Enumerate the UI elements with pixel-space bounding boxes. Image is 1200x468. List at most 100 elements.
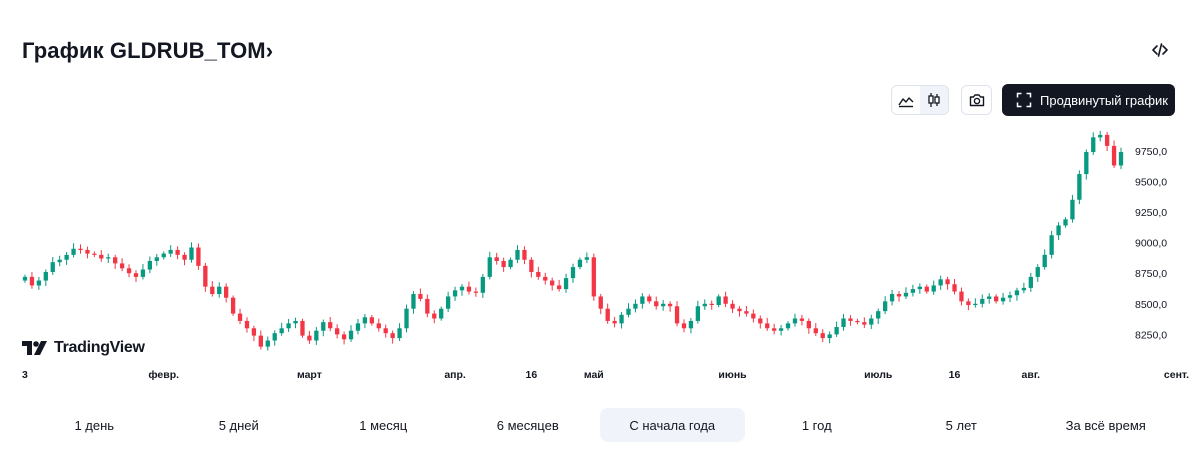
candle-body [335, 328, 340, 335]
advanced-chart-label: Продвинутый график [1040, 92, 1168, 108]
candle [71, 243, 76, 258]
candle-body [709, 303, 714, 306]
candle [376, 318, 381, 332]
candle [730, 300, 735, 314]
candle-body [348, 330, 354, 340]
candle-body [439, 308, 444, 319]
candle-body [189, 247, 194, 260]
candle [563, 273, 569, 293]
candle [452, 286, 458, 301]
candle-body [293, 320, 298, 324]
candle-body [22, 276, 28, 281]
candle [883, 296, 888, 315]
tradingview-logo-text: TradingView [54, 339, 145, 356]
candle-body [1056, 225, 1061, 236]
candle [237, 308, 243, 325]
y-tick-label: 9000,0 [1135, 238, 1167, 250]
candle [834, 321, 839, 337]
page-title-text: График GLDRUB_TOM [22, 38, 266, 63]
candle [293, 317, 298, 329]
candle [681, 319, 687, 333]
candle-body [154, 257, 159, 261]
period-button[interactable]: С начала года [600, 408, 745, 442]
candle-body [966, 301, 971, 306]
candle [688, 318, 694, 334]
candle [383, 324, 388, 338]
candle [425, 294, 430, 318]
candle [43, 269, 48, 287]
candle [758, 315, 763, 329]
screenshot-button[interactable] [961, 85, 992, 115]
candle-body [938, 279, 943, 286]
candle [224, 283, 229, 303]
candle-body [1014, 290, 1020, 296]
candle [772, 323, 777, 335]
period-button[interactable]: За всё время [1065, 417, 1146, 433]
candle [1049, 230, 1054, 259]
candle [355, 318, 361, 335]
candle-body [196, 247, 201, 266]
candle-body [1007, 295, 1013, 298]
candle [321, 319, 326, 337]
advanced-chart-button[interactable]: Продвинутый график [1002, 84, 1175, 116]
candle [841, 314, 846, 331]
period-button[interactable]: 5 дней [218, 417, 259, 433]
candle [931, 280, 936, 295]
candle [1014, 287, 1020, 301]
candle [619, 311, 624, 329]
candle [1098, 130, 1103, 142]
x-tick-label: март [297, 369, 322, 381]
candle-body [203, 265, 208, 287]
candle [147, 256, 153, 274]
candle-body [848, 318, 853, 321]
candle [99, 250, 104, 262]
candle [924, 284, 929, 294]
x-tick-label: февр. [148, 369, 179, 381]
candle [702, 299, 707, 310]
y-tick-label: 9500,0 [1135, 176, 1167, 188]
candle [1118, 147, 1124, 170]
tradingview-logo[interactable]: TradingView [22, 339, 145, 357]
y-axis: 9750,0 9500,0 9250,0 9000,0 8750,0 8500,0 8250… [1135, 146, 1167, 342]
candle-body [605, 308, 610, 321]
candlestick-chart[interactable]: 9750,0 9500,0 9250,0 9000,0 8750,0 8500,0 8250… [0, 130, 1200, 390]
candle [314, 327, 319, 345]
candle [119, 258, 125, 272]
candle [508, 257, 513, 270]
period-button[interactable]: 1 месяц [359, 417, 408, 433]
candle [1000, 292, 1006, 305]
candle [133, 270, 139, 283]
candle-body [376, 323, 381, 329]
candle [300, 318, 305, 338]
candle [556, 279, 562, 292]
candle [1104, 131, 1110, 152]
candle-body [889, 294, 895, 302]
candle-body [36, 280, 42, 286]
candle-body [341, 334, 347, 340]
candle [674, 301, 680, 327]
period-button[interactable]: 5 лет [945, 417, 977, 433]
area-chart-button[interactable] [892, 86, 920, 114]
candle [445, 291, 451, 313]
candle-body [1021, 287, 1027, 291]
candle-body [411, 294, 416, 309]
embed-code-button[interactable] [1148, 38, 1172, 62]
candles-button[interactable] [920, 86, 948, 114]
period-button[interactable]: 6 месяцев [496, 417, 559, 433]
candle [917, 283, 922, 294]
page-title[interactable]: График GLDRUB_TOM› [22, 38, 273, 64]
candle [210, 281, 215, 297]
y-tick-label: 8500,0 [1135, 299, 1167, 311]
candle-body [952, 284, 957, 292]
x-tick-label: 3 [22, 369, 28, 381]
candle-body [667, 303, 673, 307]
period-button[interactable]: 1 день [74, 417, 115, 433]
candle-body [147, 260, 153, 270]
x-tick-label: июнь [718, 369, 747, 381]
candle-body [182, 254, 187, 260]
period-button[interactable]: 1 год [801, 417, 832, 433]
candle [307, 330, 312, 344]
candle [501, 257, 506, 272]
candle-body [862, 322, 867, 325]
candle-body [529, 259, 534, 272]
